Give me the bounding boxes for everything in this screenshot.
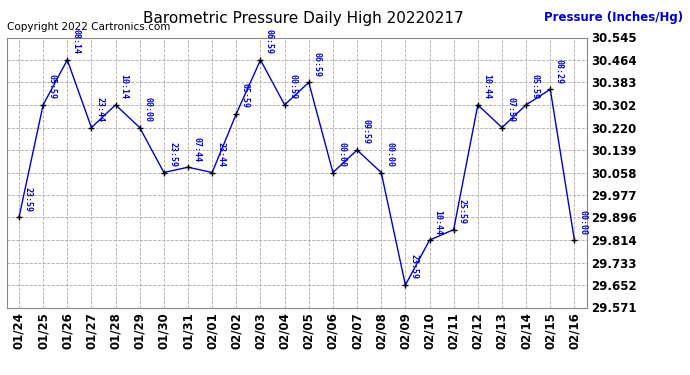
Text: 06:59: 06:59 xyxy=(313,52,322,77)
Text: Barometric Pressure Daily High 20220217: Barometric Pressure Daily High 20220217 xyxy=(144,11,464,26)
Text: 10:14: 10:14 xyxy=(120,74,129,99)
Text: 07:59: 07:59 xyxy=(506,97,515,122)
Text: 10:44: 10:44 xyxy=(434,210,443,235)
Text: 23:44: 23:44 xyxy=(96,97,105,122)
Text: 05:59: 05:59 xyxy=(48,74,57,99)
Text: Pressure (Inches/Hg): Pressure (Inches/Hg) xyxy=(544,11,683,24)
Text: 07:44: 07:44 xyxy=(193,136,201,162)
Text: 00:59: 00:59 xyxy=(289,74,298,99)
Text: 08:14: 08:14 xyxy=(72,29,81,54)
Text: 23:44: 23:44 xyxy=(217,142,226,167)
Text: 23:59: 23:59 xyxy=(23,187,32,212)
Text: 23:59: 23:59 xyxy=(168,142,177,167)
Text: 06:59: 06:59 xyxy=(265,29,274,54)
Text: Copyright 2022 Cartronics.com: Copyright 2022 Cartronics.com xyxy=(7,22,170,32)
Text: 09:59: 09:59 xyxy=(362,120,371,144)
Text: 23:59: 23:59 xyxy=(410,255,419,279)
Text: 00:00: 00:00 xyxy=(144,97,153,122)
Text: 05:59: 05:59 xyxy=(531,74,540,99)
Text: 05:59: 05:59 xyxy=(241,83,250,108)
Text: 00:00: 00:00 xyxy=(579,210,588,235)
Text: 25:59: 25:59 xyxy=(458,199,467,224)
Text: 10:44: 10:44 xyxy=(482,74,491,99)
Text: 08:29: 08:29 xyxy=(555,59,564,84)
Text: 00:00: 00:00 xyxy=(386,142,395,167)
Text: 00:00: 00:00 xyxy=(337,142,346,167)
